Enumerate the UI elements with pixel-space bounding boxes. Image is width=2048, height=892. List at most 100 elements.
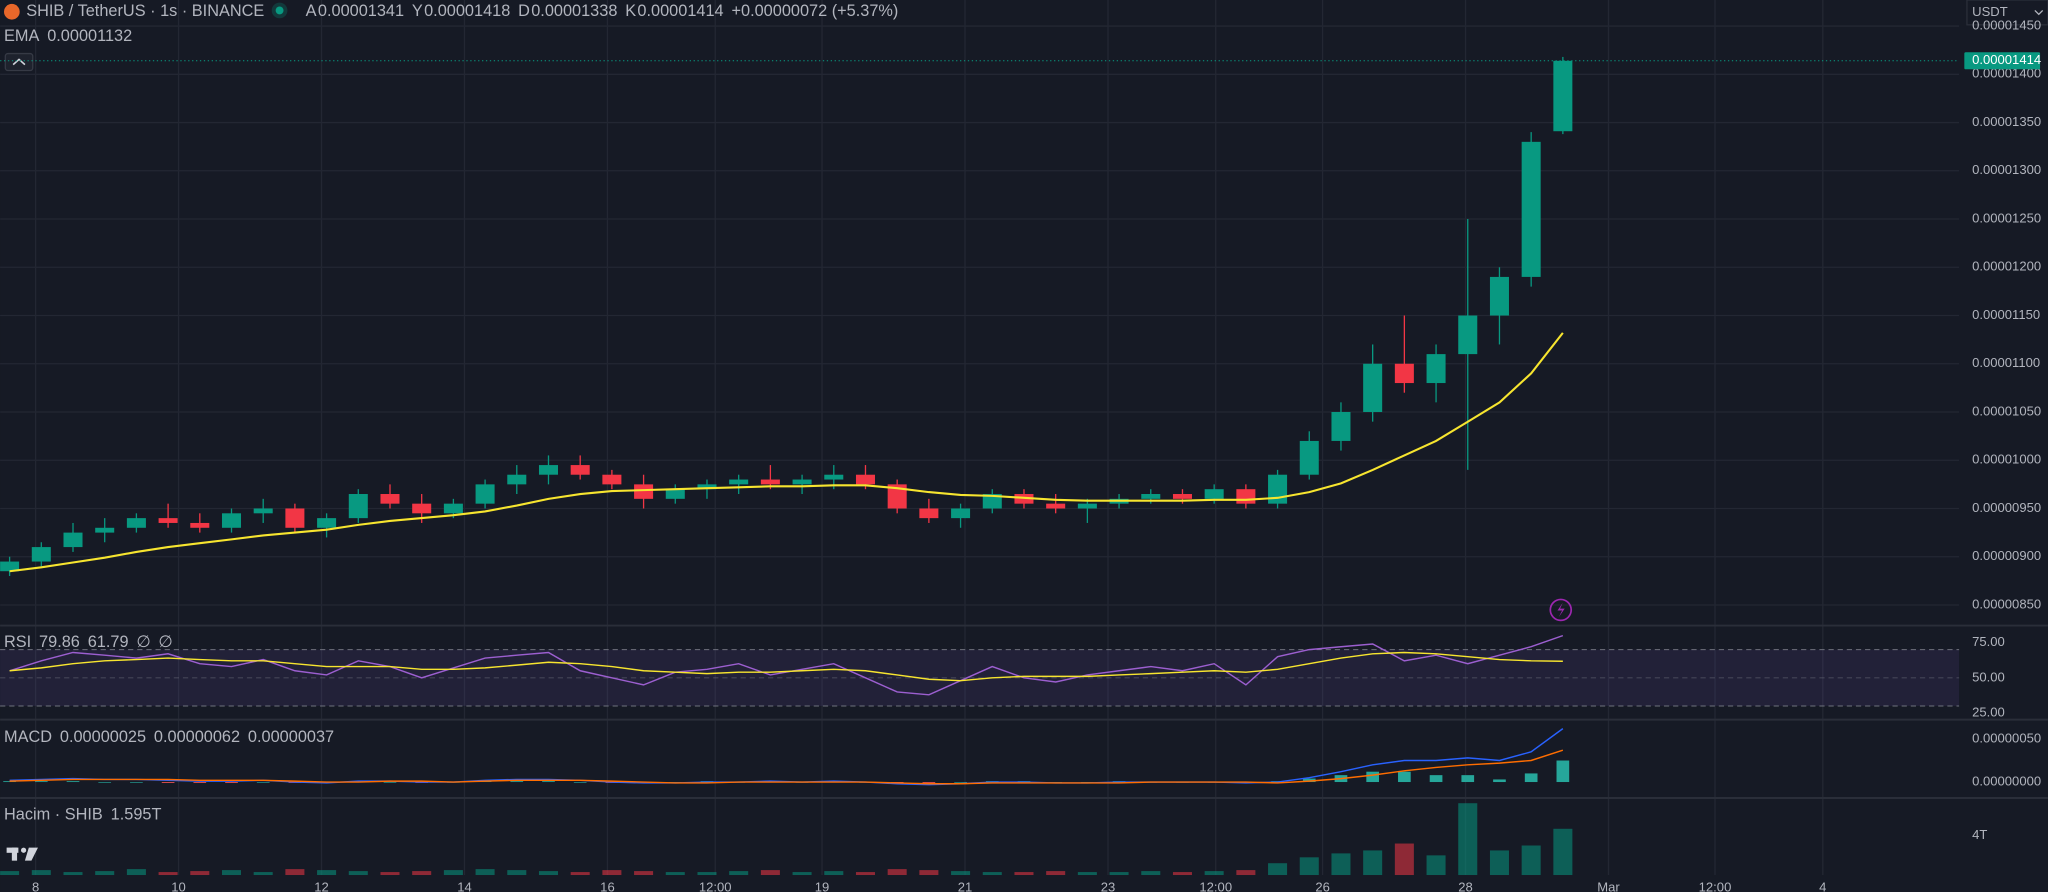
legend-name: EMA	[4, 27, 39, 45]
candle-body	[538, 465, 558, 475]
candle-body	[1172, 494, 1192, 499]
x-tick-label: 12:00	[1699, 880, 1732, 892]
histogram-bar	[1366, 771, 1380, 783]
y-tick-label: 0.00001300	[1972, 162, 2041, 177]
y-tick-label: 0.00001400	[1972, 66, 2041, 81]
candle-body	[951, 508, 971, 519]
histogram-bar	[1493, 779, 1506, 783]
candle-body	[887, 484, 907, 509]
volume-bar	[1236, 870, 1256, 876]
volume-bar	[1394, 843, 1414, 876]
y-tick-label: 0.00000850	[1972, 596, 2041, 611]
candle-body	[95, 527, 115, 533]
volume-bar	[602, 870, 622, 876]
candle-body	[380, 494, 400, 504]
collapse-button[interactable]	[4, 52, 34, 72]
candle-body	[190, 522, 210, 528]
volume-bar	[1172, 872, 1192, 876]
volume-bar	[1109, 872, 1129, 876]
legend-value: ∅	[136, 633, 150, 651]
volume-bar	[855, 872, 875, 876]
volume-bar	[380, 872, 400, 876]
y-tick-label: 0.00000900	[1972, 548, 2041, 563]
histogram-bar	[542, 781, 555, 783]
candle-body	[729, 479, 749, 485]
histogram-bar	[1556, 760, 1570, 783]
panel-title: Hacim · SHIB	[4, 805, 103, 823]
x-tick-label: Mar	[1597, 880, 1620, 892]
y-tick-label: 4T	[1972, 827, 1987, 842]
volume-bar	[697, 872, 717, 876]
volume-bar	[570, 872, 590, 876]
ohlc-label: K	[625, 2, 636, 20]
volume-bar	[1141, 871, 1161, 876]
volume-bar	[1521, 845, 1541, 876]
candle-body	[31, 547, 51, 562]
event-bolt	[1557, 602, 1565, 618]
candle-body	[1331, 411, 1351, 441]
histogram-bar	[1524, 773, 1538, 783]
logo-part	[24, 847, 38, 861]
volume-bar	[824, 871, 844, 876]
volume-bar	[412, 871, 432, 876]
candle-body	[919, 508, 939, 519]
x-tick-label: 16	[600, 880, 615, 892]
volume-bar	[1077, 872, 1097, 876]
y-tick-label: 0.00001150	[1972, 307, 2040, 322]
y-tick-label: 25.00	[1972, 705, 2005, 720]
volume-bar	[443, 870, 463, 876]
histogram-bar	[1398, 771, 1411, 783]
histogram-bar	[66, 781, 80, 783]
legend-value: 0.00000037	[248, 728, 334, 746]
candle-body	[602, 474, 622, 485]
y-tick-label: 75.00	[1972, 634, 2005, 649]
volume-bar	[63, 872, 83, 876]
volume-bar	[1046, 871, 1066, 876]
x-tick-label: 19	[815, 880, 830, 892]
histogram-bar	[510, 781, 524, 783]
legend-value: 61.79	[88, 633, 129, 651]
candle-body	[634, 484, 654, 499]
volume-bar	[31, 870, 51, 876]
ohlc-value: 0.00001414	[637, 2, 723, 20]
x-tick-label: 14	[457, 880, 472, 892]
volume-bar	[1426, 855, 1446, 876]
volume-bar	[792, 872, 812, 876]
histogram-bar	[161, 782, 175, 783]
candle-body	[1204, 489, 1224, 499]
y-tick-label: 0.00000000	[1972, 773, 2041, 788]
volume-bar	[729, 871, 749, 876]
volume-bar	[1553, 828, 1573, 876]
candle-body	[221, 513, 242, 528]
legend-value: 0.00001132	[47, 27, 132, 45]
tv-logo	[6, 847, 38, 861]
candle-body	[1363, 363, 1383, 412]
x-tick-label: 4	[1819, 880, 1826, 892]
candle-body	[1489, 276, 1509, 316]
volume-bar	[1458, 803, 1478, 876]
candle-body	[1299, 440, 1319, 475]
candle-body	[443, 503, 463, 514]
ohlc-value: 0.00001338	[531, 2, 617, 20]
volume-bar	[475, 869, 495, 876]
x-tick-label: 12:00	[1199, 880, 1232, 892]
currency-label: USDT	[1972, 4, 2008, 19]
y-tick-label: 0.00001050	[1972, 403, 2041, 418]
event-icon[interactable]	[1549, 598, 1573, 622]
volume-bar	[1363, 850, 1383, 876]
histogram-bar	[954, 782, 967, 783]
histogram-bar	[98, 782, 112, 783]
symbol-icon	[4, 3, 20, 20]
volume-bar	[665, 872, 685, 876]
volume-bar	[285, 869, 305, 876]
y-tick-label: 0.00001000	[1972, 452, 2041, 467]
ohlc-value: 0.00001418	[424, 2, 510, 20]
candle-body	[697, 484, 717, 490]
legend-value: 79.86	[39, 633, 80, 651]
volume-bar	[634, 871, 654, 876]
histogram-bar	[1429, 775, 1443, 783]
candle-body	[1426, 354, 1446, 384]
y-tick-label: 0.00000050	[1972, 730, 2041, 745]
